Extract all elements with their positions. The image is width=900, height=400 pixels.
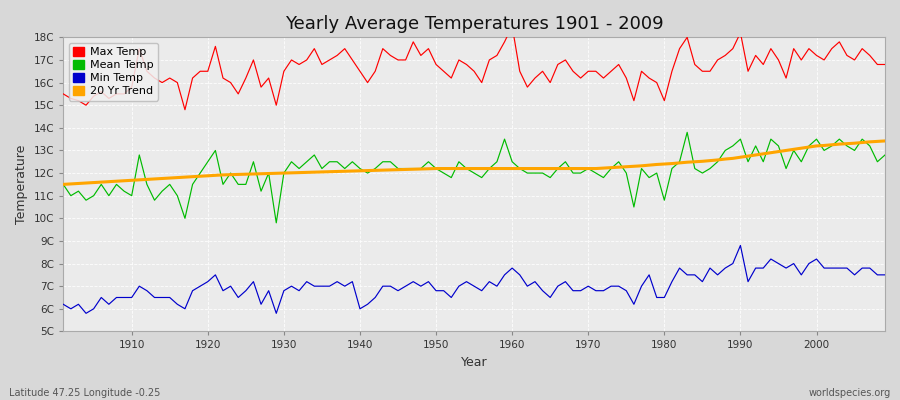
Text: worldspecies.org: worldspecies.org	[809, 388, 891, 398]
Y-axis label: Temperature: Temperature	[15, 145, 28, 224]
Title: Yearly Average Temperatures 1901 - 2009: Yearly Average Temperatures 1901 - 2009	[284, 15, 663, 33]
Legend: Max Temp, Mean Temp, Min Temp, 20 Yr Trend: Max Temp, Mean Temp, Min Temp, 20 Yr Tre…	[68, 43, 158, 100]
X-axis label: Year: Year	[461, 356, 488, 369]
Text: Latitude 47.25 Longitude -0.25: Latitude 47.25 Longitude -0.25	[9, 388, 160, 398]
